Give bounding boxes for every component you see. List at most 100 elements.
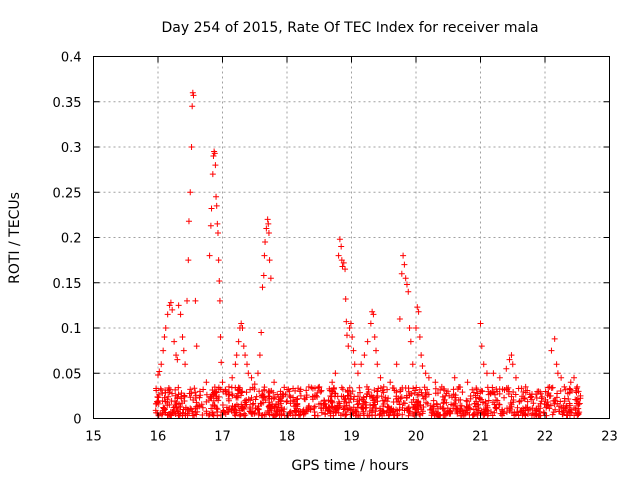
data-point bbox=[164, 311, 171, 318]
data-point bbox=[235, 338, 242, 345]
data-point bbox=[321, 397, 328, 404]
data-point bbox=[328, 392, 335, 399]
data-point bbox=[571, 405, 578, 412]
data-point bbox=[218, 359, 225, 366]
data-point bbox=[577, 392, 584, 399]
data-point bbox=[161, 334, 168, 341]
data-point bbox=[310, 404, 317, 411]
x-tick-label: 16 bbox=[150, 430, 167, 445]
data-point bbox=[290, 394, 297, 401]
data-point bbox=[268, 387, 275, 394]
data-point bbox=[509, 361, 516, 368]
data-point bbox=[345, 343, 352, 350]
data-point bbox=[166, 302, 173, 309]
data-point bbox=[361, 352, 368, 359]
data-point bbox=[519, 411, 526, 418]
data-point bbox=[162, 409, 169, 416]
data-point bbox=[430, 397, 437, 404]
data-point bbox=[356, 389, 363, 396]
data-point bbox=[212, 162, 219, 169]
data-point bbox=[203, 408, 210, 415]
data-point bbox=[219, 379, 226, 386]
data-point bbox=[377, 384, 384, 391]
data-point bbox=[533, 406, 540, 413]
x-tick-label: 20 bbox=[408, 430, 425, 445]
data-point bbox=[511, 409, 518, 416]
y-tick-label: 0.3 bbox=[61, 141, 82, 156]
data-point bbox=[393, 361, 400, 368]
data-point bbox=[563, 404, 570, 411]
data-point bbox=[409, 361, 416, 368]
data-point bbox=[494, 397, 501, 404]
data-point bbox=[340, 259, 347, 266]
data-point bbox=[359, 400, 366, 407]
data-point bbox=[237, 412, 244, 419]
data-point bbox=[305, 383, 312, 390]
data-point bbox=[406, 408, 413, 415]
data-point bbox=[551, 401, 558, 408]
data-point bbox=[432, 379, 439, 386]
data-point bbox=[364, 338, 371, 345]
data-point bbox=[203, 391, 210, 398]
data-point bbox=[419, 363, 426, 370]
data-point bbox=[191, 385, 198, 392]
data-point bbox=[205, 397, 212, 404]
data-point bbox=[181, 392, 188, 399]
data-point bbox=[405, 412, 412, 419]
data-point bbox=[390, 399, 397, 406]
data-point bbox=[208, 405, 215, 412]
data-point bbox=[405, 288, 412, 295]
data-point bbox=[439, 393, 446, 400]
data-point bbox=[154, 393, 161, 400]
data-point bbox=[503, 385, 510, 392]
data-point bbox=[370, 402, 377, 409]
data-point bbox=[303, 394, 310, 401]
data-point bbox=[510, 389, 517, 396]
data-point bbox=[174, 394, 181, 401]
data-point bbox=[475, 405, 482, 412]
data-point bbox=[266, 404, 273, 411]
data-point bbox=[171, 338, 178, 345]
data-point bbox=[263, 225, 270, 232]
data-point bbox=[326, 387, 333, 394]
data-point bbox=[273, 408, 280, 415]
data-point bbox=[415, 308, 422, 315]
data-point bbox=[506, 407, 513, 414]
data-point bbox=[464, 398, 471, 405]
data-point bbox=[522, 383, 529, 390]
data-point bbox=[484, 404, 491, 411]
data-point bbox=[152, 407, 159, 414]
data-point bbox=[494, 388, 501, 395]
data-point bbox=[166, 389, 173, 396]
data-point bbox=[402, 384, 409, 391]
data-point bbox=[424, 400, 431, 407]
data-point bbox=[266, 395, 273, 402]
data-point bbox=[320, 402, 327, 409]
data-point bbox=[222, 388, 229, 395]
data-point bbox=[437, 403, 444, 410]
data-point bbox=[184, 412, 191, 419]
data-point bbox=[518, 397, 525, 404]
data-point bbox=[229, 392, 236, 399]
data-point bbox=[537, 405, 544, 412]
data-point bbox=[253, 393, 260, 400]
data-point bbox=[393, 389, 400, 396]
data-point bbox=[217, 386, 224, 393]
data-point bbox=[567, 406, 574, 413]
data-point bbox=[192, 389, 199, 396]
data-point bbox=[196, 402, 202, 409]
data-point bbox=[293, 408, 300, 415]
data-point bbox=[180, 347, 187, 354]
data-point bbox=[385, 404, 392, 411]
data-point bbox=[396, 315, 403, 322]
data-point bbox=[229, 374, 236, 381]
data-point bbox=[371, 387, 378, 394]
data-point bbox=[242, 412, 249, 419]
data-point bbox=[169, 306, 176, 313]
data-point bbox=[543, 401, 550, 408]
data-point bbox=[335, 409, 342, 416]
data-point bbox=[477, 320, 484, 327]
data-point bbox=[341, 403, 348, 410]
data-point bbox=[277, 400, 284, 407]
data-point bbox=[311, 408, 318, 415]
